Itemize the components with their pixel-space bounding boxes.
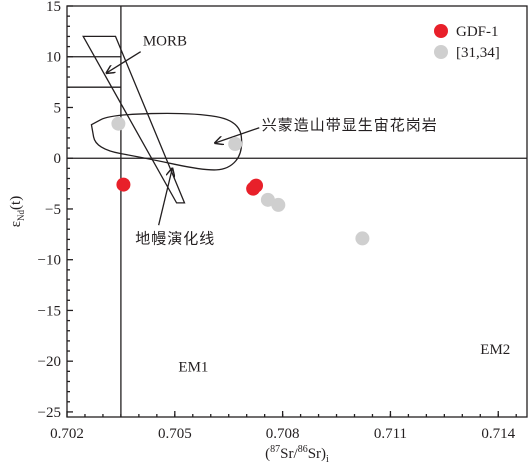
annotation-arrow (107, 51, 142, 73)
data-point (249, 178, 264, 193)
x-tick-label: 0.705 (158, 426, 192, 442)
data-point (111, 116, 126, 131)
y-axis-title: εNd(t) (8, 196, 26, 227)
annotation-arrow (158, 168, 173, 226)
legend-marker (434, 24, 448, 38)
reference-regions (82, 35, 243, 204)
data-point (116, 177, 131, 192)
y-tick-label: −10 (38, 253, 61, 269)
x-axis: 0.702 0.705 0.708 0.711 0.714 (50, 411, 517, 442)
data-points (111, 116, 370, 246)
annotation-label: EM1 (178, 359, 208, 375)
annotation-label: MORB (143, 34, 187, 50)
data-point (355, 231, 370, 246)
data-point (228, 137, 243, 152)
plot-frame (66, 5, 528, 418)
y-tick-label: −15 (38, 303, 61, 319)
y-axis: 15 10 5 0 −5 −10 −15 −20 −25 (38, 0, 73, 421)
mantle-array-band (82, 35, 186, 204)
annotation-label: 地幔演化线 (135, 229, 215, 247)
x-tick-label: 0.702 (50, 426, 84, 442)
reference-lines (67, 6, 527, 417)
annotation-label: 兴蒙造山带显生宙花岗岩 (262, 116, 438, 134)
legend-marker (434, 45, 448, 59)
x-tick-label: 0.711 (374, 426, 407, 442)
y-tick-label: 10 (46, 50, 61, 66)
annotation-arrow (215, 127, 260, 143)
x-axis-title: (87Sr/86Sr)i (265, 444, 329, 465)
y-tick-label: −20 (38, 354, 61, 370)
y-tick-label: 5 (54, 100, 62, 116)
y-tick-label: 0 (54, 151, 62, 167)
legend-label: GDF-1 (456, 24, 499, 40)
y-tick-label: 15 (46, 0, 61, 15)
y-tick-label: −25 (38, 405, 61, 421)
data-point (260, 192, 275, 207)
annotation-label: EM2 (480, 342, 510, 358)
x-tick-label: 0.714 (481, 426, 515, 442)
data-point (271, 197, 286, 212)
x-tick-label: 0.708 (266, 426, 300, 442)
legend-label: [31,34] (456, 45, 500, 61)
legend: GDF-1 [31,34] (434, 24, 500, 61)
plot-border (66, 5, 528, 418)
y-tick-label: −5 (45, 202, 61, 218)
